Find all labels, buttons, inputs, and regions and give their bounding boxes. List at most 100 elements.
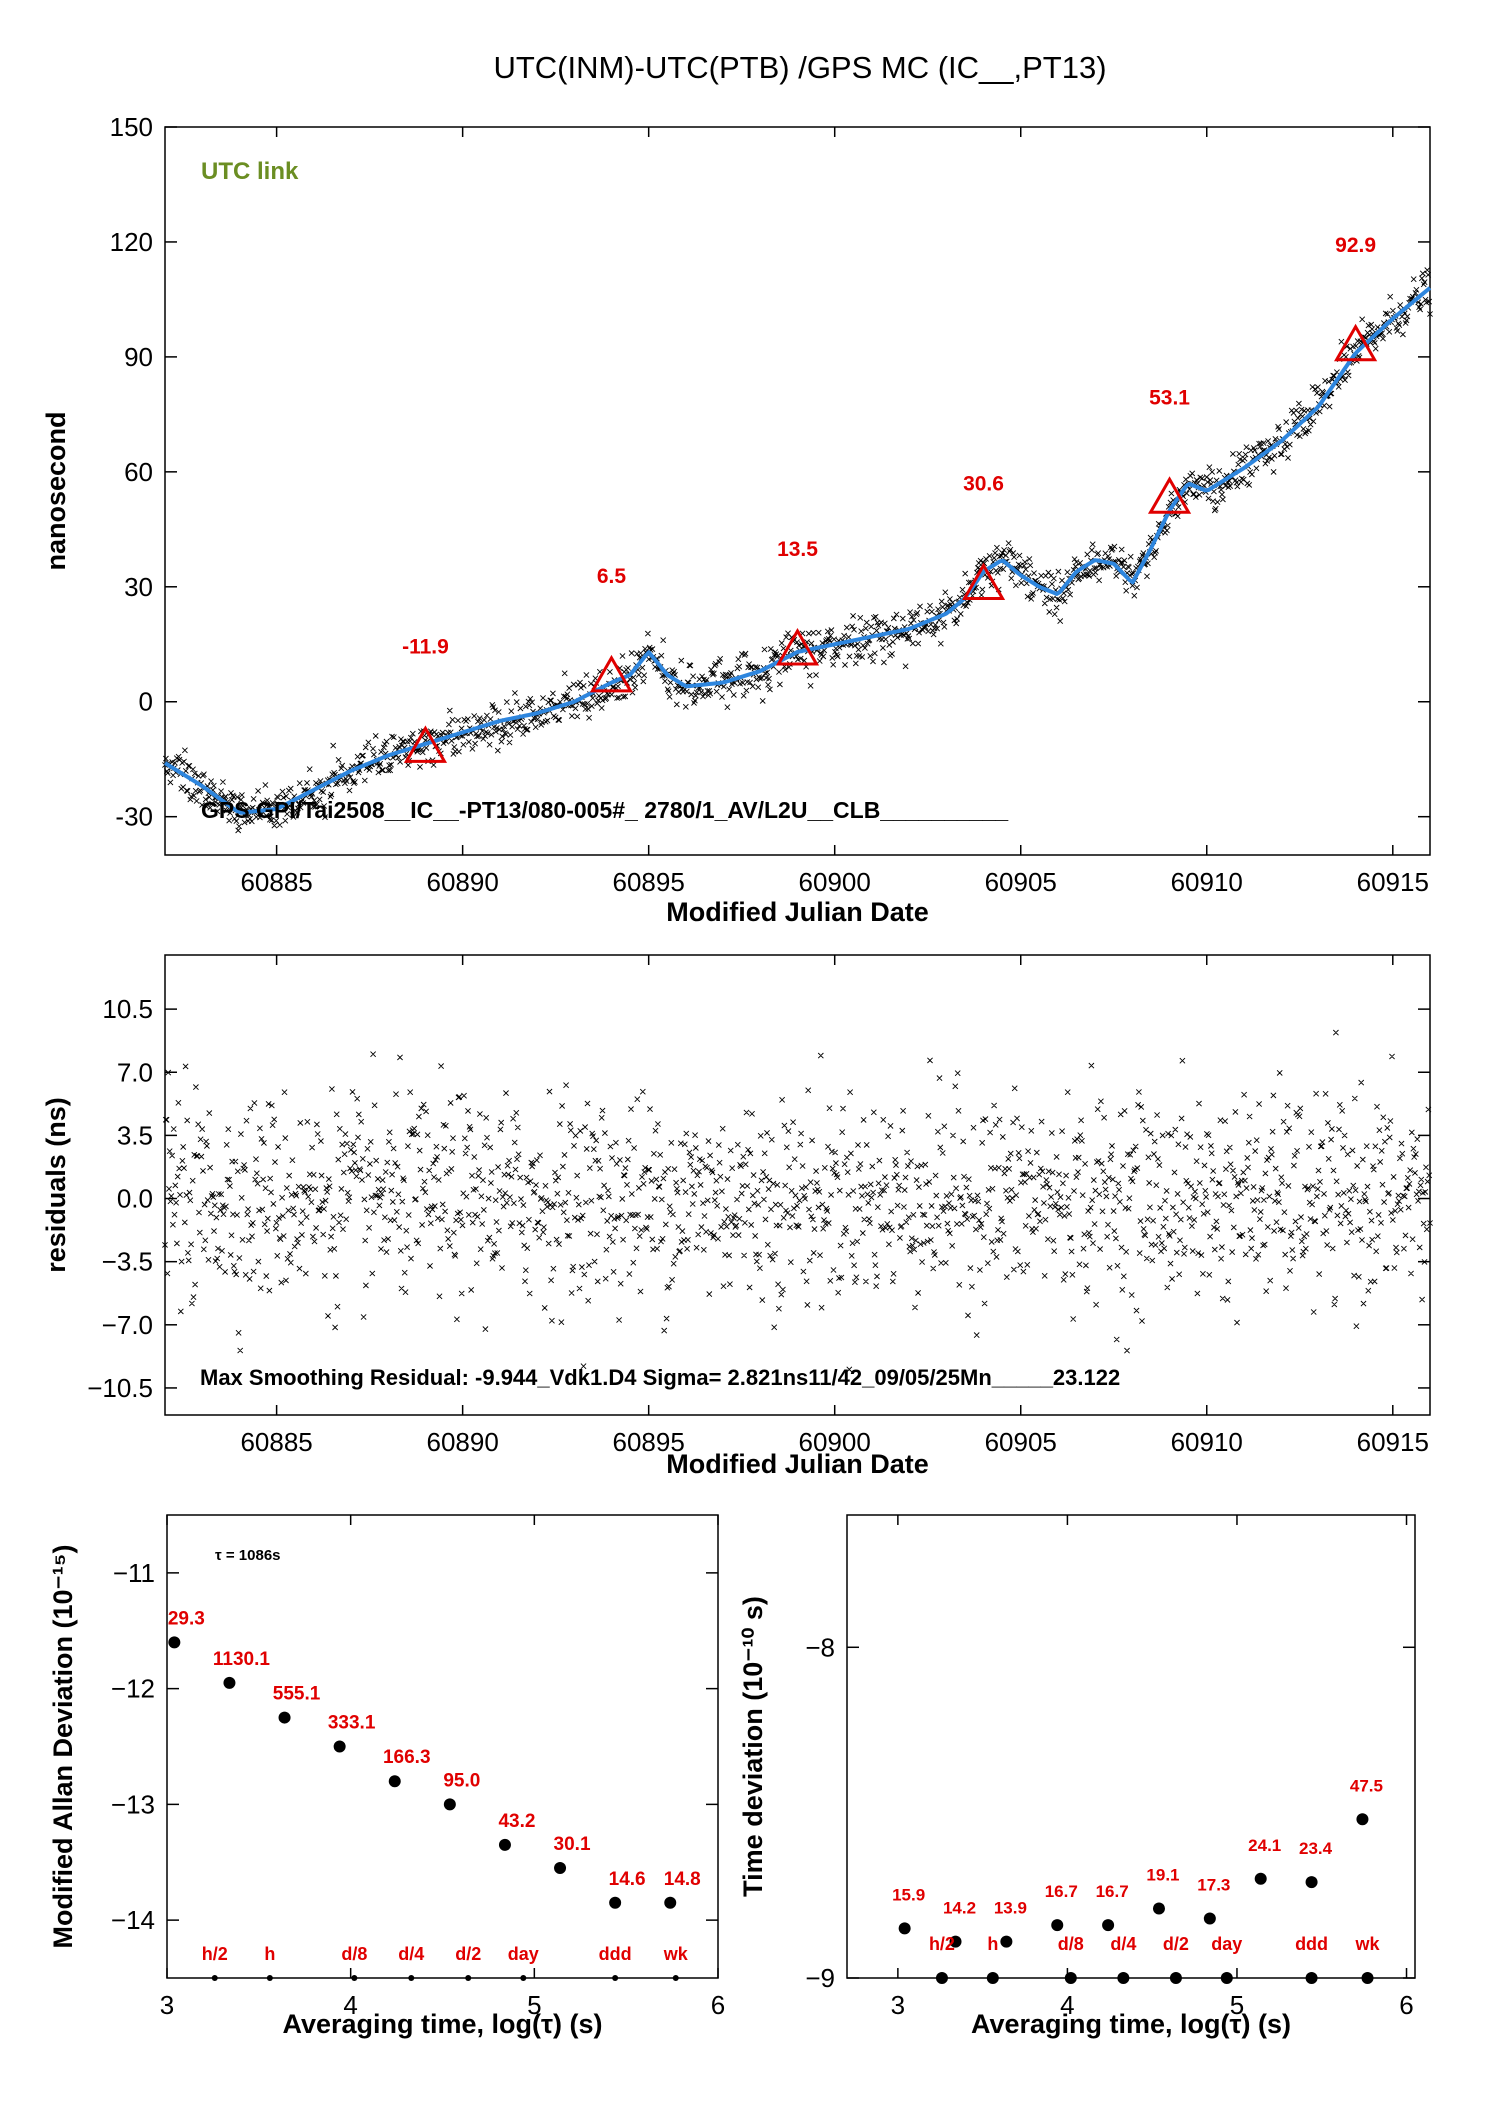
plot-frame-residuals: [164, 954, 1431, 1416]
x-tick-label: 60900: [799, 1427, 871, 1457]
mdev-point-label: 43.2: [498, 1811, 535, 1832]
y-axis-title: Time deviation (10⁻¹⁰ s): [738, 1596, 768, 1897]
interval-marker-dot: [1169, 1972, 1182, 1984]
plot-frame-mdev: [166, 1514, 719, 1979]
tdev-point-label: 47.5: [1350, 1776, 1383, 1795]
mdev-point-label: 95.0: [443, 1770, 480, 1791]
y-tick-label: 30: [124, 572, 153, 602]
interval-marker-label: wk: [663, 1944, 689, 1964]
mdev-point-label: 14.6: [609, 1869, 646, 1890]
monthly-point-label: 53.1: [1149, 386, 1190, 409]
tdev-point: [1102, 1919, 1115, 1932]
monthly-point-triangle: [589, 654, 634, 693]
mdev-point: [333, 1740, 346, 1753]
mdev-point-label: 29.3: [168, 1608, 205, 1629]
interval-marker-dot: [1220, 1972, 1233, 1984]
y-tick-label: 7.0: [117, 1057, 153, 1087]
tdev-point: [1152, 1902, 1165, 1915]
interval-marker-dot: [408, 1975, 415, 1981]
x-tick-label: 60910: [1171, 867, 1243, 897]
tdev-point-label: 16.7: [1096, 1882, 1129, 1901]
monthly-point-triangle: [403, 725, 448, 763]
interval-marker-dot: [672, 1975, 679, 1981]
monthly-point-label: 6.5: [597, 565, 627, 588]
y-tick-label: −8: [805, 1632, 835, 1662]
interval-marker-label: h: [987, 1934, 998, 1954]
labels-layer: -11.9 6.5 13.5 30.6 53.1 92.9 UTC link GPS GPI/…: [168, 158, 1383, 1964]
interval-marker-dot: [1064, 1972, 1077, 1984]
mdev-point-label: 166.3: [383, 1747, 431, 1768]
y-tick-label: −3.5: [102, 1247, 153, 1277]
y-tick-label: 90: [124, 342, 153, 372]
interval-marker-label: d/2: [1163, 1934, 1189, 1954]
mdev-point: [168, 1636, 181, 1649]
mdev-point-label: 1130.1: [213, 1649, 270, 1670]
interval-marker-label: h: [264, 1944, 275, 1964]
tdev-point: [1203, 1912, 1216, 1925]
smoothing-curve: [163, 286, 1432, 815]
interval-marker-label: d/8: [1058, 1934, 1084, 1954]
x-tick-label: 4: [1060, 1990, 1074, 2020]
tdev-point-label: 16.7: [1045, 1882, 1078, 1901]
x-tick-label: 5: [1230, 1990, 1244, 2020]
mdev-point-label: 333.1: [328, 1713, 376, 1734]
mdev-point-label: 30.1: [554, 1834, 591, 1855]
axes-layer: 60885 60890 60895 60900 60905 60910 60915-3003…: [41, 112, 1431, 2039]
link-info-label: GPS GPI/Tai2508__IC__-PT13/080-005#_ 278…: [201, 797, 1008, 823]
plot-frame-tdev: [846, 1514, 1416, 1979]
mdev-point: [664, 1896, 677, 1909]
utc-link-label: UTC link: [201, 158, 299, 185]
interval-marker-label: h/2: [202, 1944, 228, 1964]
x-tick-label: 60900: [799, 867, 871, 897]
tdev-point: [1305, 1876, 1318, 1889]
y-tick-label: 0.0: [117, 1184, 153, 1214]
page-title: UTC(INM)-UTC(PTB) /GPS MC (IC__,PT13): [493, 50, 1106, 85]
interval-marker-dot: [266, 1975, 273, 1981]
y-axis-title: nanosecond: [41, 411, 71, 570]
monthly-point-triangle: [1147, 476, 1192, 514]
y-tick-label: −7.0: [102, 1310, 153, 1340]
x-tick-label: 60895: [613, 1427, 685, 1457]
x-tick-label: 60905: [985, 1427, 1057, 1457]
tdev-point-label: 15.9: [892, 1885, 925, 1904]
monthly-point-triangle: [775, 628, 820, 666]
x-tick-label: 60890: [426, 1427, 498, 1457]
tdev-point: [949, 1935, 962, 1948]
mdev-point: [278, 1711, 291, 1724]
mdev-point-label: 555.1: [273, 1684, 321, 1705]
mdev-point: [443, 1798, 456, 1811]
tdev-point-label: 23.4: [1299, 1839, 1333, 1858]
y-axis-title: Modified Allan Deviation (10⁻¹⁵): [48, 1545, 78, 1949]
interval-marker-label: wk: [1355, 1934, 1381, 1954]
x-tick-label: 60890: [426, 867, 498, 897]
y-tick-label: 0: [139, 687, 153, 717]
interval-marker-label: d/4: [1110, 1934, 1136, 1954]
tdev-point-label: 14.2: [943, 1899, 976, 1918]
x-tick-label: 60885: [240, 1427, 312, 1457]
tdev-point-label: 13.9: [994, 1899, 1027, 1918]
y-tick-label: 150: [110, 112, 153, 142]
monthly-point-label: 30.6: [963, 472, 1004, 495]
interval-marker-label: d/8: [341, 1944, 367, 1964]
x-tick-label: 3: [160, 1990, 174, 2020]
monthly-point-label: 92.9: [1335, 234, 1376, 257]
y-tick-label: -30: [115, 802, 153, 832]
interval-marker-dot: [520, 1975, 527, 1981]
monthly-point-label: -11.9: [402, 635, 449, 658]
residual-points: [162, 1029, 1433, 1373]
y-tick-label: −14: [111, 1905, 155, 1935]
x-tick-label: 60885: [240, 867, 312, 897]
x-axis-title: Averaging time, log(τ) (s): [282, 2009, 602, 2039]
x-tick-label: 5: [527, 1990, 541, 2020]
x-tick-label: 4: [343, 1990, 357, 2020]
x-axis-title: Modified Julian Date: [666, 1449, 929, 1479]
monthly-point-triangle: [1333, 323, 1378, 362]
residual-summary-label: Max Smoothing Residual: -9.944_Vdk1.D4 S…: [200, 1365, 1120, 1390]
mdev-point: [498, 1838, 511, 1851]
tdev-point: [1000, 1935, 1013, 1948]
x-tick-label: 6: [711, 1990, 725, 2020]
interval-marker-dot: [612, 1975, 619, 1981]
tdev-point-label: 17.3: [1197, 1875, 1230, 1894]
tau-note: τ = 1086s: [215, 1547, 281, 1564]
mdev-point-label: 14.8: [664, 1869, 701, 1890]
